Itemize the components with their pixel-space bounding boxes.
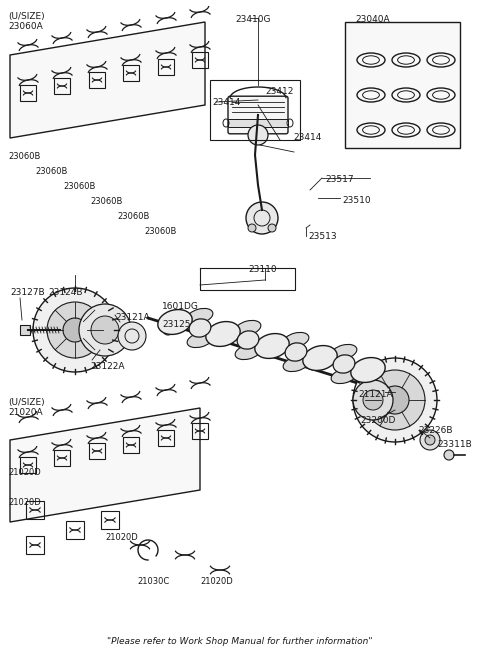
Bar bbox=[158, 59, 174, 75]
Text: 21020D: 21020D bbox=[200, 577, 233, 586]
Circle shape bbox=[444, 450, 454, 460]
Ellipse shape bbox=[331, 369, 357, 384]
Text: 23060B: 23060B bbox=[35, 167, 67, 176]
Text: 23124B: 23124B bbox=[48, 288, 83, 297]
Circle shape bbox=[363, 390, 383, 410]
Bar bbox=[26, 536, 44, 554]
Text: 23122A: 23122A bbox=[90, 362, 124, 371]
Circle shape bbox=[63, 318, 87, 342]
Text: 23414: 23414 bbox=[293, 133, 322, 142]
Text: 23513: 23513 bbox=[308, 232, 336, 241]
Ellipse shape bbox=[235, 320, 261, 336]
Ellipse shape bbox=[189, 319, 211, 337]
Circle shape bbox=[425, 435, 435, 445]
Circle shape bbox=[79, 304, 131, 356]
Bar bbox=[54, 450, 70, 466]
FancyBboxPatch shape bbox=[20, 325, 30, 335]
Text: 23121A: 23121A bbox=[115, 313, 150, 322]
Text: 21020D: 21020D bbox=[8, 498, 41, 507]
Circle shape bbox=[246, 202, 278, 234]
Circle shape bbox=[47, 302, 103, 358]
Text: 21020D: 21020D bbox=[105, 533, 138, 542]
Ellipse shape bbox=[351, 358, 385, 382]
Circle shape bbox=[420, 430, 440, 450]
Polygon shape bbox=[10, 22, 205, 138]
Bar bbox=[158, 430, 174, 446]
Text: 1601DG: 1601DG bbox=[162, 302, 199, 311]
Text: 23125: 23125 bbox=[162, 320, 191, 329]
Bar bbox=[54, 78, 70, 94]
Text: 23311B: 23311B bbox=[437, 440, 472, 449]
Circle shape bbox=[381, 386, 409, 414]
Circle shape bbox=[365, 370, 425, 430]
Text: 23060B: 23060B bbox=[117, 212, 149, 221]
Text: 23060A: 23060A bbox=[8, 22, 43, 31]
Circle shape bbox=[91, 316, 119, 344]
Ellipse shape bbox=[283, 333, 309, 348]
Ellipse shape bbox=[206, 321, 240, 346]
Bar bbox=[228, 119, 288, 127]
Text: 23060B: 23060B bbox=[144, 227, 176, 236]
Text: 23040A: 23040A bbox=[355, 15, 390, 24]
Text: 23517: 23517 bbox=[325, 175, 354, 184]
Circle shape bbox=[248, 224, 256, 232]
Bar bbox=[66, 521, 84, 539]
Text: 23110: 23110 bbox=[248, 265, 276, 274]
Ellipse shape bbox=[283, 356, 309, 371]
Bar bbox=[26, 501, 44, 519]
Text: 21030C: 21030C bbox=[137, 577, 169, 586]
Circle shape bbox=[248, 125, 268, 145]
Text: 23060B: 23060B bbox=[63, 182, 96, 191]
Bar bbox=[192, 52, 208, 68]
Text: 23510: 23510 bbox=[342, 196, 371, 205]
Circle shape bbox=[353, 380, 393, 420]
Circle shape bbox=[268, 224, 276, 232]
Bar bbox=[89, 72, 105, 88]
Bar bbox=[20, 457, 36, 473]
Ellipse shape bbox=[235, 344, 261, 359]
Bar bbox=[123, 437, 139, 453]
Text: 21020A: 21020A bbox=[8, 408, 43, 417]
Text: "Please refer to Work Shop Manual for further information": "Please refer to Work Shop Manual for fu… bbox=[107, 637, 373, 646]
FancyBboxPatch shape bbox=[228, 96, 288, 134]
Ellipse shape bbox=[333, 355, 355, 373]
Text: 21121A: 21121A bbox=[358, 390, 393, 399]
Bar bbox=[101, 511, 119, 529]
Ellipse shape bbox=[255, 333, 289, 358]
Ellipse shape bbox=[187, 308, 213, 323]
Text: 23127B: 23127B bbox=[10, 288, 45, 297]
FancyBboxPatch shape bbox=[345, 22, 460, 148]
Text: 23226B: 23226B bbox=[418, 426, 453, 435]
Text: 23412: 23412 bbox=[265, 87, 293, 96]
Polygon shape bbox=[10, 408, 200, 522]
Text: (U/SIZE): (U/SIZE) bbox=[8, 12, 45, 21]
Ellipse shape bbox=[285, 343, 307, 361]
Ellipse shape bbox=[187, 333, 213, 348]
Bar bbox=[20, 85, 36, 101]
Text: 23414: 23414 bbox=[212, 98, 240, 107]
Text: 23060B: 23060B bbox=[8, 152, 40, 161]
Bar bbox=[192, 423, 208, 439]
Bar bbox=[123, 65, 139, 81]
Ellipse shape bbox=[158, 310, 192, 335]
Text: 23060B: 23060B bbox=[90, 197, 122, 206]
Bar bbox=[89, 443, 105, 459]
Text: 23200D: 23200D bbox=[360, 416, 396, 425]
Ellipse shape bbox=[331, 344, 357, 359]
Text: (U/SIZE): (U/SIZE) bbox=[8, 398, 45, 407]
Ellipse shape bbox=[237, 331, 259, 349]
Circle shape bbox=[118, 322, 146, 350]
Ellipse shape bbox=[303, 346, 337, 371]
Text: 23410G: 23410G bbox=[235, 15, 271, 24]
Text: 21020D: 21020D bbox=[8, 468, 41, 477]
Circle shape bbox=[33, 288, 117, 372]
Circle shape bbox=[353, 358, 437, 442]
